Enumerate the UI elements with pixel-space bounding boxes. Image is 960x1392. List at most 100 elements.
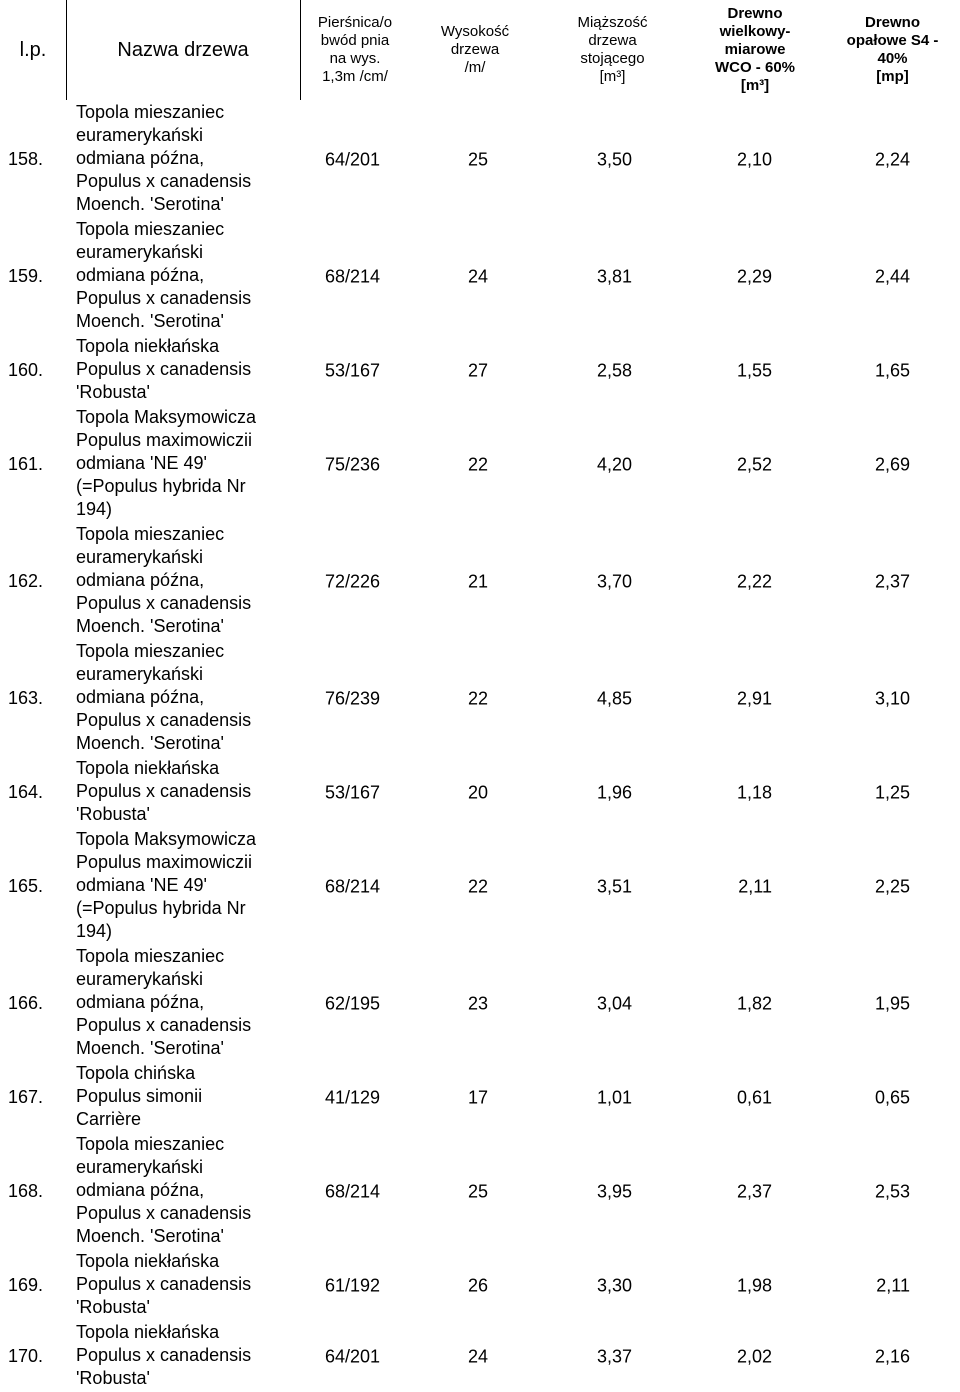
tree-name-line: Moench. 'Serotina' xyxy=(76,1225,296,1248)
row-values: 62/195 23 3,04 1,82 1,95 xyxy=(300,945,960,1062)
volume-value: 4,85 xyxy=(597,688,632,709)
row-number: 168. xyxy=(8,1133,58,1250)
tree-name-line: Populus x canadensis xyxy=(76,780,296,803)
row-values: 68/214 22 3,51 2,11 2,25 xyxy=(300,828,960,945)
tree-name: Topola mieszaniec euramerykański odmiana p… xyxy=(76,640,296,757)
s4-value: 0,65 xyxy=(875,1087,910,1108)
tree-name-line: Populus x canadensis xyxy=(76,709,296,732)
volume-value: 3,81 xyxy=(597,266,632,287)
tree-name: Topola mieszaniec euramerykański odmiana p… xyxy=(76,945,296,1062)
row-number: 160. xyxy=(8,335,58,406)
tree-name-line: euramerykański xyxy=(76,546,296,569)
tree-name-line: odmiana późna, xyxy=(76,147,296,170)
s4-value: 1,95 xyxy=(875,993,910,1014)
tree-name-line: odmiana późna, xyxy=(76,1179,296,1202)
tree-name-line: Topola Maksymowicza xyxy=(76,406,296,429)
row-values: 53/167 20 1,96 1,18 1,25 xyxy=(300,757,960,828)
tree-name-line: Populus x canadensis xyxy=(76,1273,296,1296)
girth-value: 76/239 xyxy=(325,688,380,709)
tree-name: Topola mieszaniec euramerykański odmiana p… xyxy=(76,1133,296,1250)
tree-name-line: Topola mieszaniec xyxy=(76,101,296,124)
header-name: Nazwa drzewa xyxy=(66,0,300,100)
header-divider xyxy=(300,0,301,100)
header-height-text: Wysokość drzewa /m/ xyxy=(441,23,509,77)
tree-name-line: 'Robusta' xyxy=(76,381,296,404)
wco-value: 2,91 xyxy=(737,688,772,709)
height-value: 27 xyxy=(468,360,488,381)
row-values: 72/226 21 3,70 2,22 2,37 xyxy=(300,523,960,640)
row-values: 64/201 24 3,37 2,02 2,16 xyxy=(300,1321,960,1392)
tree-name-line: Topola chińska xyxy=(76,1062,296,1085)
header-s4: Drewno opałowe S4 - 40% [mp] xyxy=(825,0,960,100)
tree-name-line: Populus maximowiczii xyxy=(76,851,296,874)
tree-name: Topola niekłańska Populus x canadensis 'Ro… xyxy=(76,757,296,828)
table-row: 158. Topola mieszaniec euramerykański odmia… xyxy=(0,101,960,218)
volume-value: 3,70 xyxy=(597,571,632,592)
tree-name-line: Populus x canadensis xyxy=(76,1202,296,1225)
s4-value: 2,24 xyxy=(875,149,910,170)
tree-name-line: Moench. 'Serotina' xyxy=(76,615,296,638)
tree-name-line: odmiana późna, xyxy=(76,569,296,592)
tree-name-line: Populus x canadensis xyxy=(76,1014,296,1037)
header-girth: Pierśnica/o bwód pnia na wys. 1,3m /cm/ xyxy=(300,0,410,100)
row-number: 161. xyxy=(8,406,58,523)
girth-value: 62/195 xyxy=(325,993,380,1014)
tree-name-line: Moench. 'Serotina' xyxy=(76,193,296,216)
header-divider xyxy=(66,0,67,100)
height-value: 20 xyxy=(468,782,488,803)
tree-name-line: (=Populus hybrida Nr xyxy=(76,475,296,498)
tree-name-line: Topola mieszaniec xyxy=(76,945,296,968)
wco-value: 2,37 xyxy=(737,1181,772,1202)
header-wco-text: Drewno wielkowy- miarowe WCO - 60% [m³] xyxy=(715,5,795,95)
tree-name-line: odmiana późna, xyxy=(76,264,296,287)
tree-name-line: 194) xyxy=(76,498,296,521)
tree-name-line: Topola niekłańska xyxy=(76,1321,296,1344)
tree-name-line: odmiana 'NE 49' xyxy=(76,452,296,475)
row-number: 163. xyxy=(8,640,58,757)
volume-value: 3,37 xyxy=(597,1346,632,1367)
table-row: 166. Topola mieszaniec euramerykański odmia… xyxy=(0,945,960,1062)
row-values: 64/201 25 3,50 2,10 2,24 xyxy=(300,101,960,218)
row-number: 167. xyxy=(8,1062,58,1133)
header-s4-text: Drewno opałowe S4 - 40% [mp] xyxy=(847,14,939,86)
wco-value: 1,18 xyxy=(737,782,772,803)
height-value: 17 xyxy=(468,1087,488,1108)
girth-value: 53/167 xyxy=(325,782,380,803)
row-values: 53/167 27 2,58 1,55 1,65 xyxy=(300,335,960,406)
wco-value: 2,10 xyxy=(737,149,772,170)
wco-value: 2,11 xyxy=(738,876,772,897)
row-number: 162. xyxy=(8,523,58,640)
girth-value: 41/129 xyxy=(325,1087,380,1108)
table-row: 162. Topola mieszaniec euramerykański odmia… xyxy=(0,523,960,640)
tree-name: Topola mieszaniec euramerykański odmiana p… xyxy=(76,101,296,218)
row-number: 158. xyxy=(8,101,58,218)
height-value: 24 xyxy=(468,266,488,287)
height-value: 22 xyxy=(468,688,488,709)
s4-value: 2,69 xyxy=(875,454,910,475)
girth-value: 61/192 xyxy=(325,1275,380,1296)
tree-name-line: odmiana 'NE 49' xyxy=(76,874,296,897)
row-number: 166. xyxy=(8,945,58,1062)
tree-name: Topola mieszaniec euramerykański odmiana p… xyxy=(76,523,296,640)
tree-name-line: Topola niekłańska xyxy=(76,757,296,780)
table-row: 163. Topola mieszaniec euramerykański odmia… xyxy=(0,640,960,757)
tree-name: Topola chińska Populus simonii Carrière xyxy=(76,1062,296,1133)
tree-name: Topola Maksymowicza Populus maximowiczii o… xyxy=(76,828,296,945)
tree-name-line: (=Populus hybrida Nr xyxy=(76,897,296,920)
height-value: 25 xyxy=(468,149,488,170)
height-value: 24 xyxy=(468,1346,488,1367)
table-row: 167. Topola chińska Populus simonii Carrièr… xyxy=(0,1062,960,1133)
volume-value: 3,51 xyxy=(597,876,632,897)
row-values: 61/192 26 3,30 1,98 2,11 xyxy=(300,1250,960,1321)
tree-name-line: Topola mieszaniec xyxy=(76,218,296,241)
volume-value: 3,04 xyxy=(597,993,632,1014)
row-number: 165. xyxy=(8,828,58,945)
girth-value: 64/201 xyxy=(325,149,380,170)
tree-name-line: Moench. 'Serotina' xyxy=(76,1037,296,1060)
table-row: 169. Topola niekłańska Populus x canadensi… xyxy=(0,1250,960,1321)
wco-value: 1,82 xyxy=(737,993,772,1014)
volume-value: 4,20 xyxy=(597,454,632,475)
row-values: 76/239 22 4,85 2,91 3,10 xyxy=(300,640,960,757)
girth-value: 68/214 xyxy=(325,266,380,287)
tree-name-line: Populus x canadensis xyxy=(76,1344,296,1367)
